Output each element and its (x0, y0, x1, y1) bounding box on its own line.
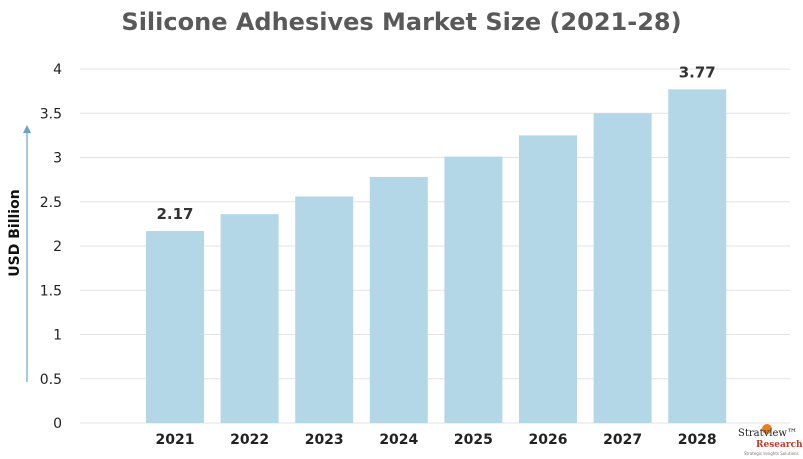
logo-brand: Stratview™ (738, 428, 797, 439)
y-tick-label: 2 (53, 239, 62, 255)
x-tick-label: 2026 (529, 432, 568, 448)
bar-2023 (295, 196, 354, 423)
y-axis-title: USD Billion (7, 189, 23, 276)
bar-2027 (593, 113, 652, 423)
data-label-2028: 3.77 (679, 63, 716, 81)
logo-research: Research (756, 440, 803, 450)
x-tick-label: 2022 (230, 432, 269, 448)
bar-2021 (146, 230, 204, 423)
x-tick-label: 2028 (678, 432, 717, 448)
x-tick-label: 2021 (156, 432, 195, 448)
y-axis-ticks: 0 0.5 1 1.5 2 2.5 3 3.5 4 (40, 62, 62, 432)
bar-2026 (519, 135, 577, 423)
y-tick-label: 3 (53, 151, 62, 167)
x-axis-ticks: 2021 2022 2023 2024 2025 2026 2027 2028 (156, 432, 717, 448)
x-tick-label: 2027 (603, 432, 642, 448)
y-tick-label: 0.5 (40, 372, 62, 388)
y-tick-label: 3.5 (40, 106, 62, 122)
bar-2022 (220, 214, 279, 423)
y-tick-label: 0 (53, 416, 62, 432)
x-tick-label: 2023 (305, 432, 344, 448)
y-tick-label: 2.5 (40, 195, 62, 211)
x-tick-label: 2025 (454, 432, 493, 448)
y-tick-label: 4 (53, 62, 62, 78)
logo-tagline: Strategic Insights Solutions (744, 451, 799, 456)
logo-mark-icon (762, 424, 772, 434)
x-tick-label: 2024 (379, 432, 418, 448)
bar-2025 (444, 156, 503, 424)
chart-title: Silicone Adhesives Market Size (2021-28) (121, 8, 682, 36)
data-label-2021: 2.17 (156, 205, 193, 223)
y-tick-label: 1.5 (40, 283, 62, 299)
bar-2024 (369, 176, 428, 423)
arrow-up-icon (23, 125, 31, 133)
data-labels: 2.17 3.77 (156, 63, 715, 223)
bar-2028 (668, 89, 727, 423)
y-tick-label: 1 (53, 328, 62, 344)
y-axis-title-group: USD Billion (7, 125, 31, 382)
stratview-logo: Stratview™ Research Strategic Insights S… (736, 424, 803, 458)
bars (146, 89, 727, 424)
